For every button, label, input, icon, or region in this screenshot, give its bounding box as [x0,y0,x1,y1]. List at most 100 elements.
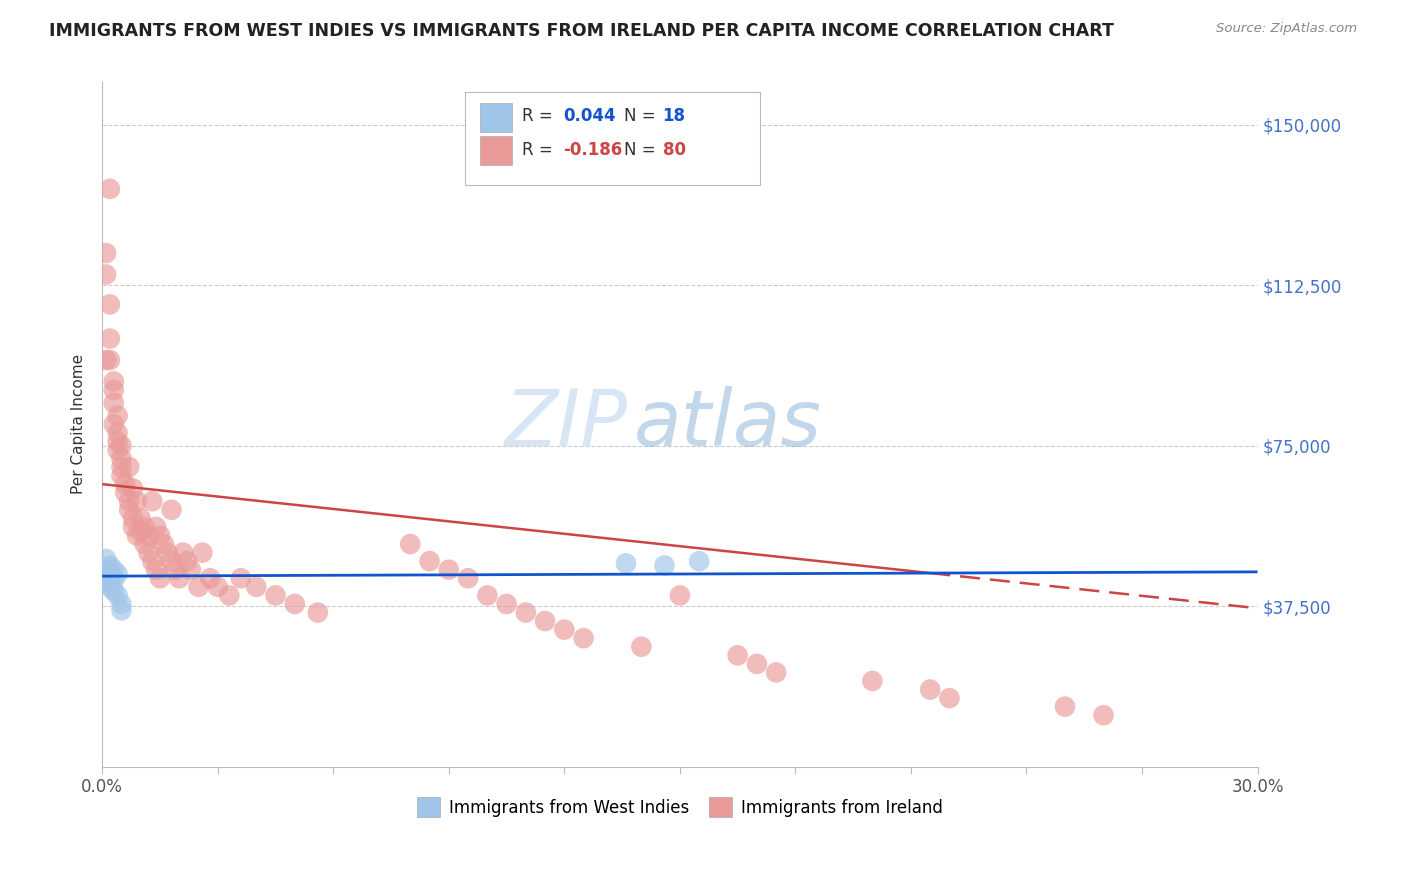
Point [129,524,152,539]
Point [145,563,167,577]
Point [191,546,214,560]
Point [572,631,595,645]
Point [98,297,121,311]
Point [553,623,575,637]
Point [727,648,749,663]
Point [134,537,156,551]
Point [167,571,190,585]
Point [1092,708,1115,723]
Point [94,552,117,566]
Point [141,554,163,568]
Point [862,673,884,688]
Point [94,268,117,282]
Legend: Immigrants from West Indies, Immigrants from Ireland: Immigrants from West Indies, Immigrants … [411,790,949,823]
Point [107,409,129,423]
Point [103,375,125,389]
Text: -0.186: -0.186 [564,141,623,159]
Point [920,682,942,697]
Point [125,494,148,508]
FancyBboxPatch shape [465,92,759,185]
Point [94,571,117,585]
Point [125,528,148,542]
Point [437,563,460,577]
Text: atlas: atlas [634,386,821,462]
Point [187,580,209,594]
Point [630,640,652,654]
Point [114,477,136,491]
FancyBboxPatch shape [479,103,512,132]
Point [614,557,637,571]
Point [107,434,129,449]
Point [103,396,125,410]
Point [307,606,329,620]
Point [165,563,187,577]
Point [107,566,129,581]
FancyBboxPatch shape [479,136,512,165]
Point [477,588,499,602]
Point [122,511,145,525]
Point [138,546,160,560]
Point [245,580,267,594]
Point [98,353,121,368]
Point [98,580,121,594]
Point [118,460,141,475]
Point [118,494,141,508]
Text: Source: ZipAtlas.com: Source: ZipAtlas.com [1216,22,1357,36]
Point [399,537,422,551]
Point [160,503,183,517]
Point [176,554,198,568]
Text: ZIP: ZIP [505,386,628,462]
Point [207,580,229,594]
Point [110,460,132,475]
Point [129,511,152,525]
Point [98,565,121,579]
Point [180,563,202,577]
Point [103,584,125,599]
Point [94,246,117,260]
Point [94,575,117,590]
Point [103,383,125,397]
Point [110,439,132,453]
Point [134,520,156,534]
Point [141,494,163,508]
Point [110,468,132,483]
Point [172,546,194,560]
Point [495,597,517,611]
Text: R =: R = [522,141,558,159]
Point [110,603,132,617]
Point [156,546,179,560]
Point [153,537,176,551]
Point [122,482,145,496]
Text: 0.044: 0.044 [564,107,616,125]
Y-axis label: Per Capita Income: Per Capita Income [72,354,86,494]
Point [149,571,172,585]
Point [98,558,121,573]
Point [534,614,557,628]
Point [160,554,183,568]
Point [103,563,125,577]
Point [745,657,768,671]
Point [107,425,129,440]
Point [118,503,141,517]
Point [765,665,787,680]
Point [264,588,287,602]
Text: 18: 18 [662,107,686,125]
Point [98,182,121,196]
Point [103,417,125,432]
Point [229,571,252,585]
Text: N =: N = [624,107,661,125]
Point [107,442,129,457]
Point [94,563,117,577]
Text: R =: R = [522,107,558,125]
Point [110,597,132,611]
Point [218,588,240,602]
Point [938,691,960,706]
Point [98,569,121,583]
Point [515,606,537,620]
Point [103,574,125,588]
Point [688,554,710,568]
Text: N =: N = [624,141,661,159]
Text: 80: 80 [662,141,686,159]
Point [110,451,132,466]
Point [198,571,221,585]
